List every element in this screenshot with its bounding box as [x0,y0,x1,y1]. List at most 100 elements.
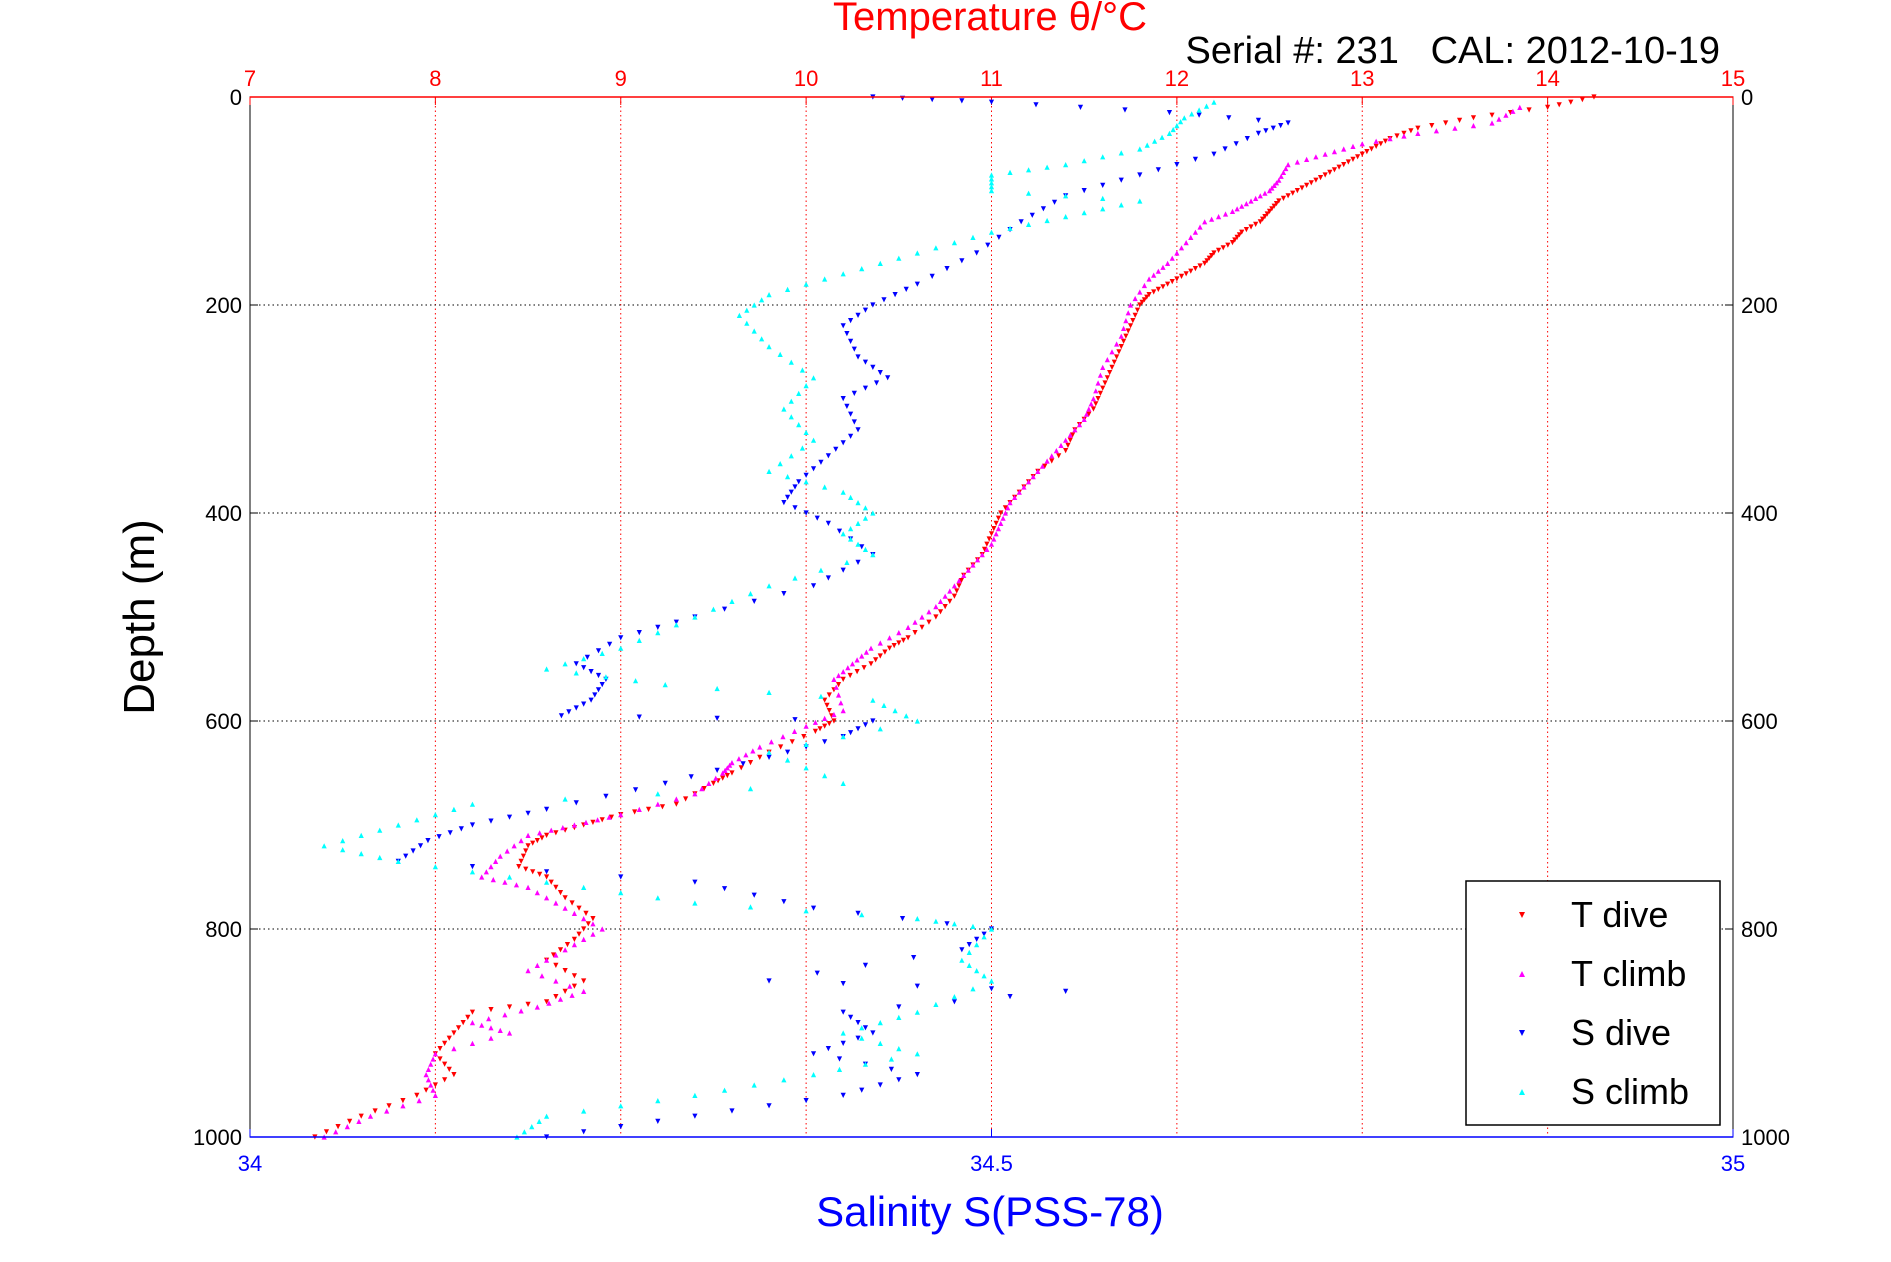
data-point [937,609,944,615]
data-point [855,726,861,732]
data-point [592,692,598,698]
data-point [1220,245,1226,251]
data-point [781,406,787,412]
data-point [862,515,869,521]
data-point [803,741,809,747]
data-point [1229,208,1236,214]
data-point [714,767,720,773]
data-point [831,718,837,724]
data-point [518,838,524,844]
data-point [534,890,540,896]
data-point [1118,177,1124,183]
data-point [607,641,613,647]
data-point [1104,375,1110,381]
data-point [873,657,879,663]
data-point [588,697,594,703]
data-point [899,916,906,922]
data-point [984,546,990,552]
data-point [1155,167,1161,173]
data-point [560,825,566,831]
data-point [1125,328,1131,334]
data-point [1266,188,1273,194]
data-point [822,723,828,729]
data-point [432,1082,438,1088]
data-point [825,575,831,581]
data-point [1568,99,1574,105]
data-point [751,302,757,308]
data-point [784,474,791,480]
data-point [1322,172,1328,178]
data-point [1433,128,1439,134]
data-point [692,791,698,797]
data-point [581,656,587,662]
data-point [1016,489,1022,495]
data-point [877,1040,883,1046]
data-point [571,942,578,948]
data-point [655,801,661,807]
data-point [803,723,809,729]
data-point [833,446,839,452]
data-point [594,817,601,823]
data-point [833,684,839,690]
data-point [766,754,772,760]
data-point [410,848,416,854]
data-point [729,760,735,766]
data-point [854,657,860,663]
data-point [814,515,820,521]
data-point [553,994,559,1000]
data-point [991,526,997,532]
data-point [347,1118,353,1124]
data-point [562,988,568,994]
data-point [618,1124,624,1130]
data-point [323,1129,330,1135]
data-point [792,575,798,581]
data-point [479,1022,485,1028]
data-point [655,791,661,797]
data-point [759,297,765,303]
data-point [437,1056,443,1062]
data-point [818,693,824,699]
data-point [606,814,612,820]
data-point [544,874,550,880]
data-point [1239,203,1245,209]
data-point [544,1113,550,1119]
data-point [984,541,990,547]
data-point [581,926,587,932]
data-point [1063,448,1069,454]
data-point [803,383,809,389]
data-point [747,786,754,792]
data-point [892,292,898,298]
data-point [581,978,587,984]
data-point [1359,141,1365,147]
data-point [1018,219,1024,225]
data-point [1177,119,1184,125]
data-point [1331,149,1338,155]
data-point [1090,396,1097,402]
data-point [900,637,907,643]
data-point [881,297,887,303]
data-point [599,682,605,688]
data-point [608,814,615,820]
data-point [870,552,876,558]
data-point [1102,380,1108,386]
data-point [1489,112,1495,118]
data-point [896,255,902,261]
data-point [791,728,798,734]
data-point [951,583,958,589]
data-point [566,709,572,715]
data-point [1262,190,1268,196]
data-point [710,606,717,612]
data-point [662,780,668,786]
data-point [1081,188,1087,194]
data-point [836,1066,843,1072]
data-point [497,853,503,859]
data-point [840,567,846,573]
data-point [1067,437,1073,443]
data-point [914,983,920,989]
data-point [488,864,494,870]
data-point [981,973,987,979]
data-point [810,1051,817,1057]
data-point [991,536,997,542]
data-point [757,754,763,760]
data-point [1285,162,1291,168]
